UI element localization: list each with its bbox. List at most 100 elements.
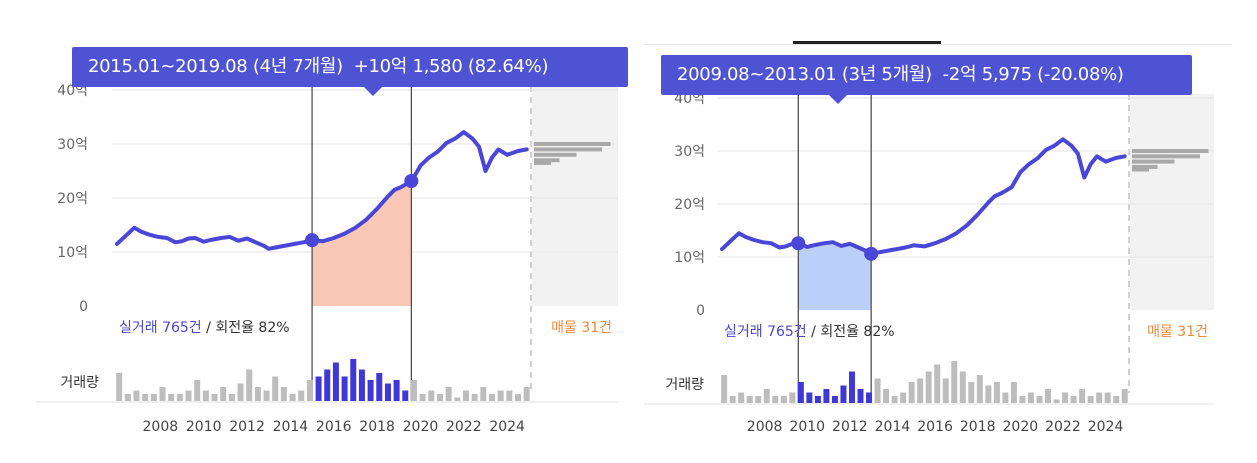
volume-bar (471, 394, 478, 401)
volume-bar (272, 376, 279, 401)
tooltip-pct: (82.64%) (467, 56, 549, 77)
trade-summary: 실거래 765건 / 회전율 82% (724, 324, 895, 340)
volume-bar (1045, 389, 1052, 403)
y-tick-label: 30억 (674, 144, 705, 160)
turnover: / 회전율 82% (202, 320, 290, 336)
volume-bar (1104, 392, 1111, 403)
volume-bar (176, 394, 183, 401)
volume-bar (797, 382, 804, 403)
x-tick-label: 2016 (917, 419, 953, 435)
volume-bar (454, 397, 461, 401)
volume-bar (1113, 396, 1120, 403)
listing-count: 매물 31건 (551, 320, 612, 336)
volume-bar (746, 396, 753, 403)
volume-bar (168, 394, 175, 401)
x-tick-label: 2020 (1003, 419, 1039, 435)
volume-bar (254, 387, 261, 401)
listing-bar (1132, 159, 1175, 164)
listing-area (1130, 94, 1214, 310)
volume-bar (985, 385, 992, 403)
volume-bar (1079, 389, 1086, 403)
volume-bar (237, 383, 244, 401)
volume-bar (1036, 396, 1043, 403)
volume-bar (384, 383, 391, 401)
volume-bar (506, 390, 513, 401)
volume-bar (900, 392, 907, 403)
listing-bar (1132, 164, 1158, 169)
period-tooltip-right: 2009.08~2013.01 (3년 5개월) -2억 5,975 (-20.… (661, 55, 1192, 104)
x-tick-label: 2010 (789, 419, 825, 435)
volume-bar (142, 394, 149, 401)
y-tick-label: 20억 (674, 197, 705, 213)
volume-bar (908, 382, 915, 403)
volume-bar (789, 392, 796, 403)
period-tooltip-left: 2015.01~2019.08 (4년 7개월) +10억 1,580 (82.… (72, 47, 628, 96)
turnover: / 회전율 82% (807, 324, 895, 340)
tab-divider (644, 44, 1232, 45)
volume-bar (185, 390, 192, 401)
y-tick-label: 40억 (57, 83, 88, 99)
listing-bar (1132, 149, 1209, 153)
volume-label: 거래량 (60, 375, 99, 391)
volume-bar (324, 369, 331, 401)
tooltip-period: 2009.08~2013.01 (677, 64, 837, 85)
volume-bar (942, 378, 949, 403)
y-tick-label: 40억 (674, 91, 705, 107)
volume-bar (1087, 396, 1094, 403)
volume-bar (848, 371, 855, 403)
volume-bar (951, 361, 958, 403)
volume-bar (523, 387, 530, 401)
volume-bar (1070, 396, 1077, 403)
volume-bar (959, 371, 966, 403)
y-tick-label: 10억 (57, 245, 88, 261)
volume-bar (514, 394, 521, 401)
y-tick-label: 30억 (57, 137, 88, 153)
tooltip-duration: (4년 7개월) (252, 56, 343, 77)
volume-bar (934, 364, 941, 403)
volume-bar (1002, 392, 1009, 403)
trade-count: 실거래 765건 (724, 324, 807, 340)
volume-bar (488, 394, 495, 401)
volume-bar (993, 382, 1000, 403)
x-tick-label: 2020 (403, 419, 439, 435)
volume-bar (1010, 382, 1017, 403)
volume-bar (729, 396, 736, 403)
volume-bar (806, 392, 813, 403)
volume-bar (814, 396, 821, 403)
x-tick-label: 2014 (273, 419, 309, 435)
tooltip-change: -2억 5,975 (942, 64, 1032, 85)
volume-bar (755, 396, 762, 403)
x-tick-label: 2008 (747, 419, 783, 435)
volume-bar (315, 376, 322, 401)
selection-area (798, 242, 872, 310)
tooltip-arrow (364, 87, 382, 96)
volume-bar (917, 378, 924, 403)
volume-bar (280, 387, 287, 401)
tooltip-period: 2015.01~2019.08 (88, 56, 248, 77)
tooltip-pct: (-20.08%) (1037, 64, 1124, 85)
listing-area (532, 86, 618, 306)
volume-label: 거래량 (665, 377, 704, 393)
selection-end-dot (404, 173, 419, 188)
x-tick-label: 2018 (359, 419, 395, 435)
listing-bar (534, 147, 602, 152)
y-tick-label: 10억 (674, 250, 705, 266)
volume-bar (298, 390, 305, 401)
volume-bar (436, 394, 443, 401)
volume-bar (462, 390, 469, 401)
volume-bar (976, 375, 983, 403)
x-tick-label: 2014 (875, 419, 911, 435)
x-tick-label: 2022 (1045, 419, 1081, 435)
y-tick-label: 0 (696, 303, 705, 319)
volume-bar (780, 396, 787, 403)
selection-end-dot (864, 246, 879, 261)
x-tick-label: 2022 (446, 419, 482, 435)
volume-bar (857, 389, 864, 403)
y-tick-label: 0 (79, 299, 88, 315)
volume-bar (883, 389, 890, 403)
tooltip-change: +10억 1,580 (353, 56, 463, 77)
